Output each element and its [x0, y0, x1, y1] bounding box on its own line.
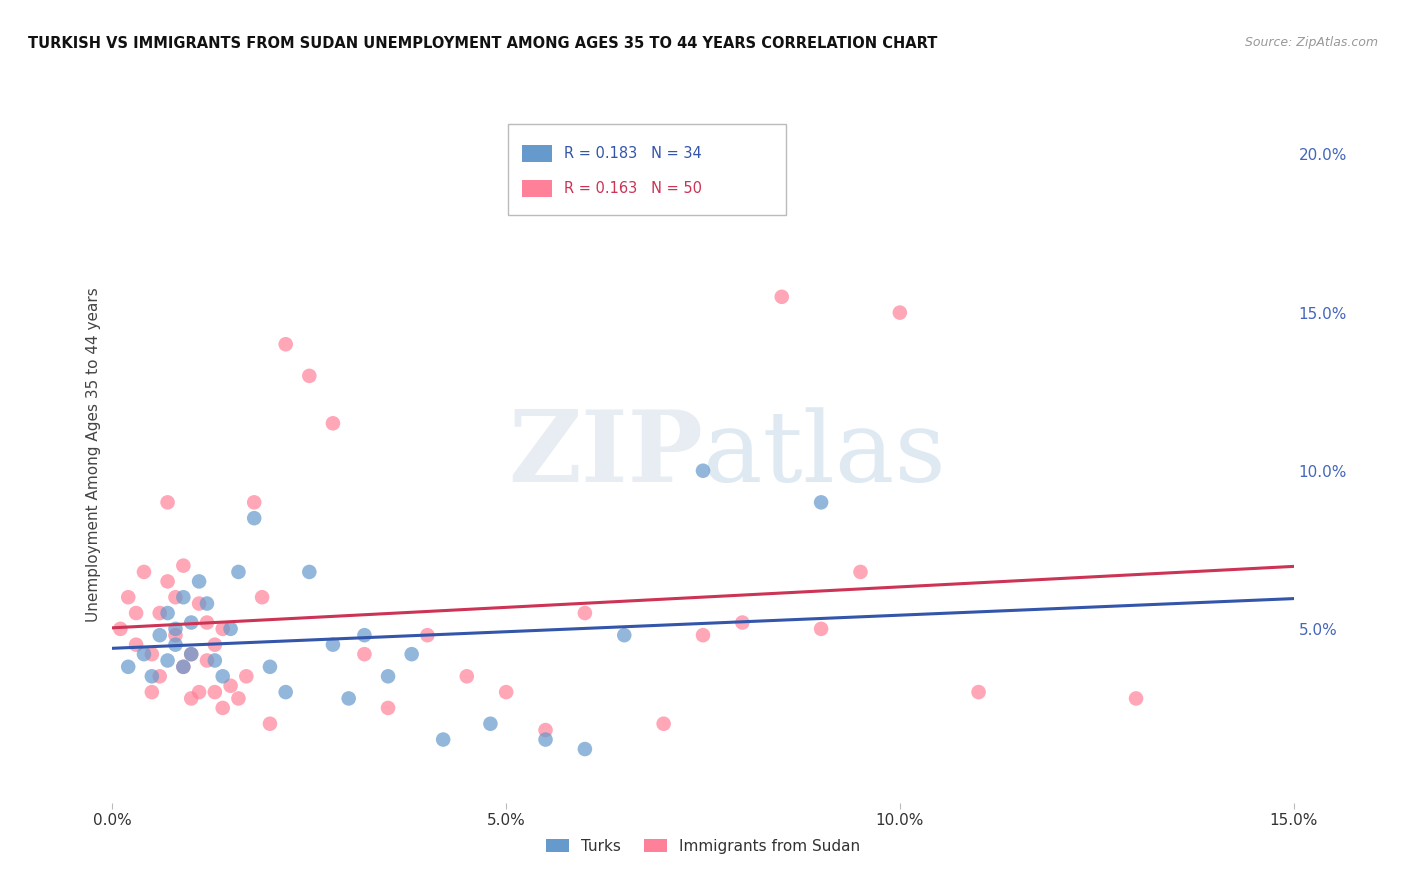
Text: ZIP: ZIP — [508, 407, 703, 503]
Point — [172, 660, 194, 674]
Point — [165, 622, 187, 636]
Y-axis label: Unemployment Among Ages 35 to 44 years: Unemployment Among Ages 35 to 44 years — [86, 287, 101, 623]
Point — [235, 669, 257, 683]
Point — [692, 628, 714, 642]
Point — [613, 628, 636, 642]
FancyBboxPatch shape — [508, 124, 786, 215]
Text: TURKISH VS IMMIGRANTS FROM SUDAN UNEMPLOYMENT AMONG AGES 35 TO 44 YEARS CORRELAT: TURKISH VS IMMIGRANTS FROM SUDAN UNEMPLO… — [28, 36, 938, 51]
Point — [731, 615, 754, 630]
Point — [1125, 691, 1147, 706]
Point — [849, 565, 872, 579]
Point — [156, 606, 179, 620]
Point — [219, 679, 242, 693]
FancyBboxPatch shape — [522, 180, 551, 197]
Point — [274, 685, 297, 699]
Point — [337, 691, 360, 706]
Point — [172, 660, 194, 674]
Point — [204, 638, 226, 652]
Point — [180, 615, 202, 630]
Point — [243, 511, 266, 525]
Point — [165, 638, 187, 652]
Point — [117, 660, 139, 674]
Point — [219, 622, 242, 636]
Legend: Turks, Immigrants from Sudan: Turks, Immigrants from Sudan — [538, 831, 868, 862]
Point — [534, 723, 557, 737]
Point — [211, 622, 233, 636]
Point — [149, 628, 172, 642]
Point — [770, 290, 793, 304]
Point — [156, 653, 179, 667]
Point — [165, 591, 187, 605]
Point — [298, 565, 321, 579]
Point — [180, 647, 202, 661]
Point — [377, 669, 399, 683]
Point — [228, 691, 250, 706]
Point — [401, 647, 423, 661]
Point — [495, 685, 517, 699]
Point — [195, 597, 218, 611]
Point — [172, 558, 194, 573]
Point — [125, 638, 148, 652]
Point — [149, 669, 172, 683]
Point — [141, 647, 163, 661]
Point — [172, 591, 194, 605]
Point — [298, 368, 321, 383]
Point — [125, 606, 148, 620]
Point — [228, 565, 250, 579]
Point — [165, 628, 187, 642]
Point — [322, 638, 344, 652]
Point — [416, 628, 439, 642]
Point — [110, 622, 132, 636]
Point — [353, 647, 375, 661]
Point — [259, 716, 281, 731]
Point — [195, 615, 218, 630]
Point — [432, 732, 454, 747]
Text: R = 0.163   N = 50: R = 0.163 N = 50 — [564, 181, 702, 196]
Point — [652, 716, 675, 731]
Point — [156, 495, 179, 509]
Point — [132, 647, 155, 661]
Point — [479, 716, 502, 731]
FancyBboxPatch shape — [522, 145, 551, 162]
Text: atlas: atlas — [703, 407, 946, 503]
Point — [188, 574, 211, 589]
Text: R = 0.183   N = 34: R = 0.183 N = 34 — [564, 146, 702, 161]
Point — [274, 337, 297, 351]
Point — [117, 591, 139, 605]
Point — [259, 660, 281, 674]
Point — [889, 305, 911, 319]
Point — [250, 591, 273, 605]
Point — [132, 565, 155, 579]
Point — [211, 669, 233, 683]
Text: Source: ZipAtlas.com: Source: ZipAtlas.com — [1244, 36, 1378, 49]
Point — [692, 464, 714, 478]
Point — [188, 685, 211, 699]
Point — [456, 669, 478, 683]
Point — [353, 628, 375, 642]
Point — [188, 597, 211, 611]
Point — [156, 574, 179, 589]
Point — [243, 495, 266, 509]
Point — [574, 742, 596, 756]
Point — [322, 417, 344, 431]
Point — [967, 685, 990, 699]
Point — [810, 495, 832, 509]
Point — [574, 606, 596, 620]
Point — [141, 685, 163, 699]
Point — [149, 606, 172, 620]
Point — [204, 685, 226, 699]
Point — [141, 669, 163, 683]
Point — [377, 701, 399, 715]
Point — [195, 653, 218, 667]
Point — [180, 647, 202, 661]
Point — [534, 732, 557, 747]
Point — [180, 691, 202, 706]
Point — [204, 653, 226, 667]
Point — [810, 622, 832, 636]
Point — [211, 701, 233, 715]
